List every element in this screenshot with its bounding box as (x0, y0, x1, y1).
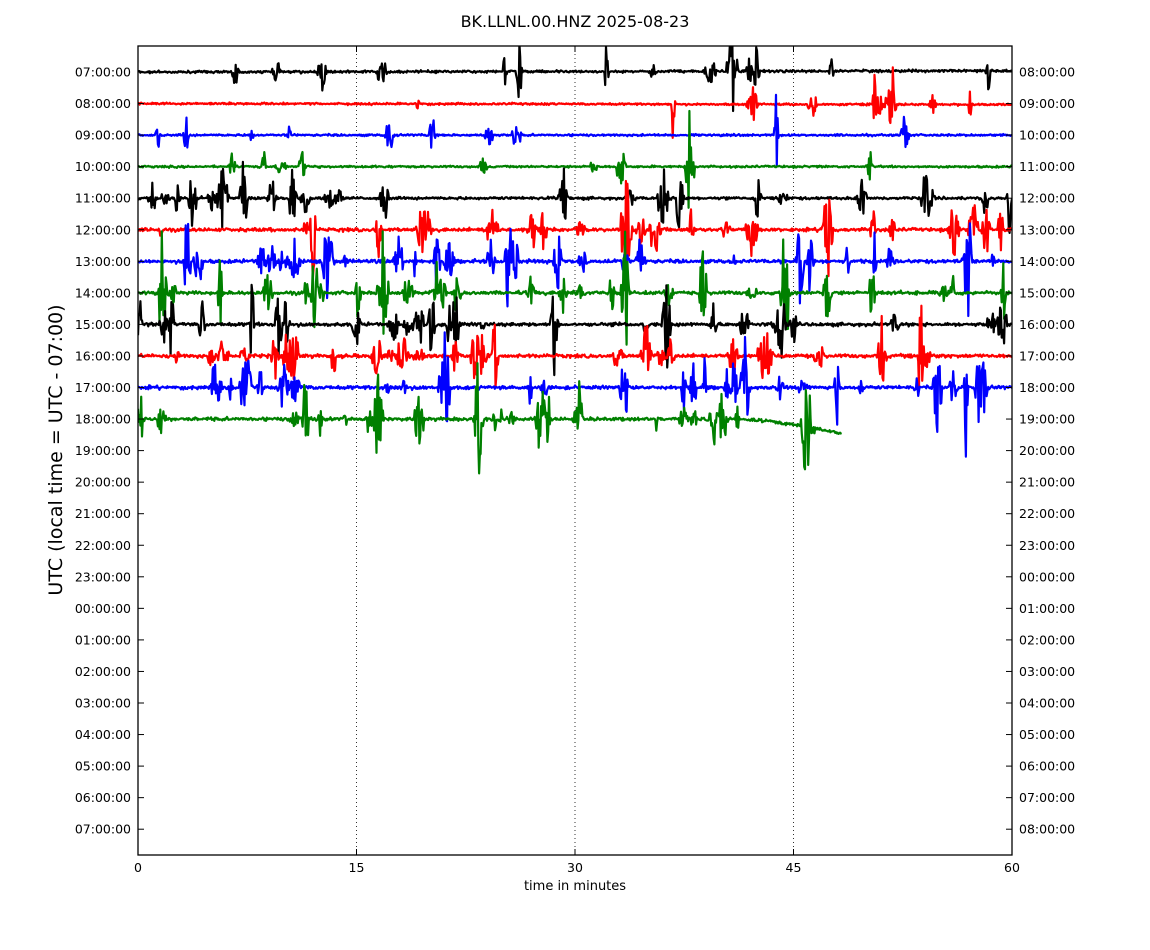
right-tick-label-12: 20:00:00 (1019, 443, 1075, 458)
left-tick-label-7: 14:00:00 (75, 285, 131, 300)
right-tick-label-4: 12:00:00 (1019, 191, 1075, 206)
left-tick-label-1: 08:00:00 (75, 96, 131, 111)
right-tick-label-8: 16:00:00 (1019, 317, 1075, 332)
left-tick-label-19: 02:00:00 (75, 664, 131, 679)
right-tick-label-10: 18:00:00 (1019, 380, 1075, 395)
left-tick-label-0: 07:00:00 (75, 65, 131, 80)
trace-row-5 (138, 179, 1012, 304)
trace-row-9 (138, 304, 1012, 390)
left-tick-label-12: 19:00:00 (75, 443, 131, 458)
left-tick-label-6: 13:00:00 (75, 254, 131, 269)
trace-row-1 (138, 66, 1012, 139)
right-tick-label-15: 23:00:00 (1019, 538, 1075, 553)
left-tick-label-24: 07:00:00 (75, 822, 131, 837)
right-tick-label-1: 09:00:00 (1019, 96, 1075, 111)
left-tick-label-23: 06:00:00 (75, 790, 131, 805)
trace-row-6 (138, 222, 1012, 318)
trace-row-4 (138, 160, 1012, 234)
right-tick-label-11: 19:00:00 (1019, 412, 1075, 427)
left-tick-label-3: 10:00:00 (75, 159, 131, 174)
right-tick-label-23: 07:00:00 (1019, 790, 1075, 805)
x-axis-label: time in minutes (523, 879, 627, 894)
right-tick-label-21: 05:00:00 (1019, 727, 1075, 742)
trace-row-0 (138, 46, 1012, 113)
right-tick-label-19: 03:00:00 (1019, 664, 1075, 679)
chart-title: BK.LLNL.00.HNZ 2025-08-23 (460, 12, 690, 31)
left-tick-label-21: 04:00:00 (75, 727, 131, 742)
x-tick-label-0: 0 (134, 860, 142, 875)
x-tick-label-30: 30 (567, 860, 583, 875)
x-tick-label-15: 15 (349, 860, 365, 875)
right-tick-label-20: 04:00:00 (1019, 696, 1075, 711)
right-tick-label-6: 14:00:00 (1019, 254, 1075, 269)
right-tick-label-22: 06:00:00 (1019, 759, 1075, 774)
right-tick-label-14: 22:00:00 (1019, 506, 1075, 521)
right-tick-label-17: 01:00:00 (1019, 601, 1075, 616)
trace-row-7 (138, 230, 1012, 346)
trace-row-8 (138, 283, 1012, 377)
traces-group (138, 46, 1012, 475)
left-tick-label-4: 11:00:00 (75, 191, 131, 206)
left-tick-label-14: 21:00:00 (75, 506, 131, 521)
right-tick-label-24: 08:00:00 (1019, 822, 1075, 837)
left-tick-label-9: 16:00:00 (75, 348, 131, 363)
right-tick-label-3: 11:00:00 (1019, 159, 1075, 174)
left-tick-label-11: 18:00:00 (75, 412, 131, 427)
right-tick-label-0: 08:00:00 (1019, 65, 1075, 80)
left-tick-label-10: 17:00:00 (75, 380, 131, 395)
left-tick-label-5: 12:00:00 (75, 222, 131, 237)
left-tick-label-17: 00:00:00 (75, 601, 131, 616)
right-tick-label-16: 00:00:00 (1019, 569, 1075, 584)
left-tick-label-18: 01:00:00 (75, 632, 131, 647)
y-axis-label: UTC (local time = UTC - 07:00) (45, 304, 67, 596)
left-tick-label-13: 20:00:00 (75, 475, 131, 490)
x-tick-label-45: 45 (786, 860, 802, 875)
left-tick-label-8: 15:00:00 (75, 317, 131, 332)
right-tick-label-18: 02:00:00 (1019, 632, 1075, 647)
right-tick-label-5: 13:00:00 (1019, 222, 1075, 237)
right-tick-label-2: 10:00:00 (1019, 128, 1075, 143)
left-tick-label-2: 09:00:00 (75, 128, 131, 143)
left-tick-label-20: 03:00:00 (75, 696, 131, 711)
trace-row-10 (138, 331, 1012, 458)
left-tick-label-22: 05:00:00 (75, 759, 131, 774)
trace-row-2 (138, 93, 1012, 167)
x-tick-label-60: 60 (1004, 860, 1020, 875)
left-tick-label-15: 22:00:00 (75, 538, 131, 553)
trace-row-3 (138, 109, 1012, 209)
right-tick-label-9: 17:00:00 (1019, 348, 1075, 363)
right-tick-label-7: 15:00:00 (1019, 285, 1075, 300)
trace-row-11 (138, 362, 843, 475)
left-tick-label-16: 23:00:00 (75, 569, 131, 584)
right-tick-label-13: 21:00:00 (1019, 475, 1075, 490)
